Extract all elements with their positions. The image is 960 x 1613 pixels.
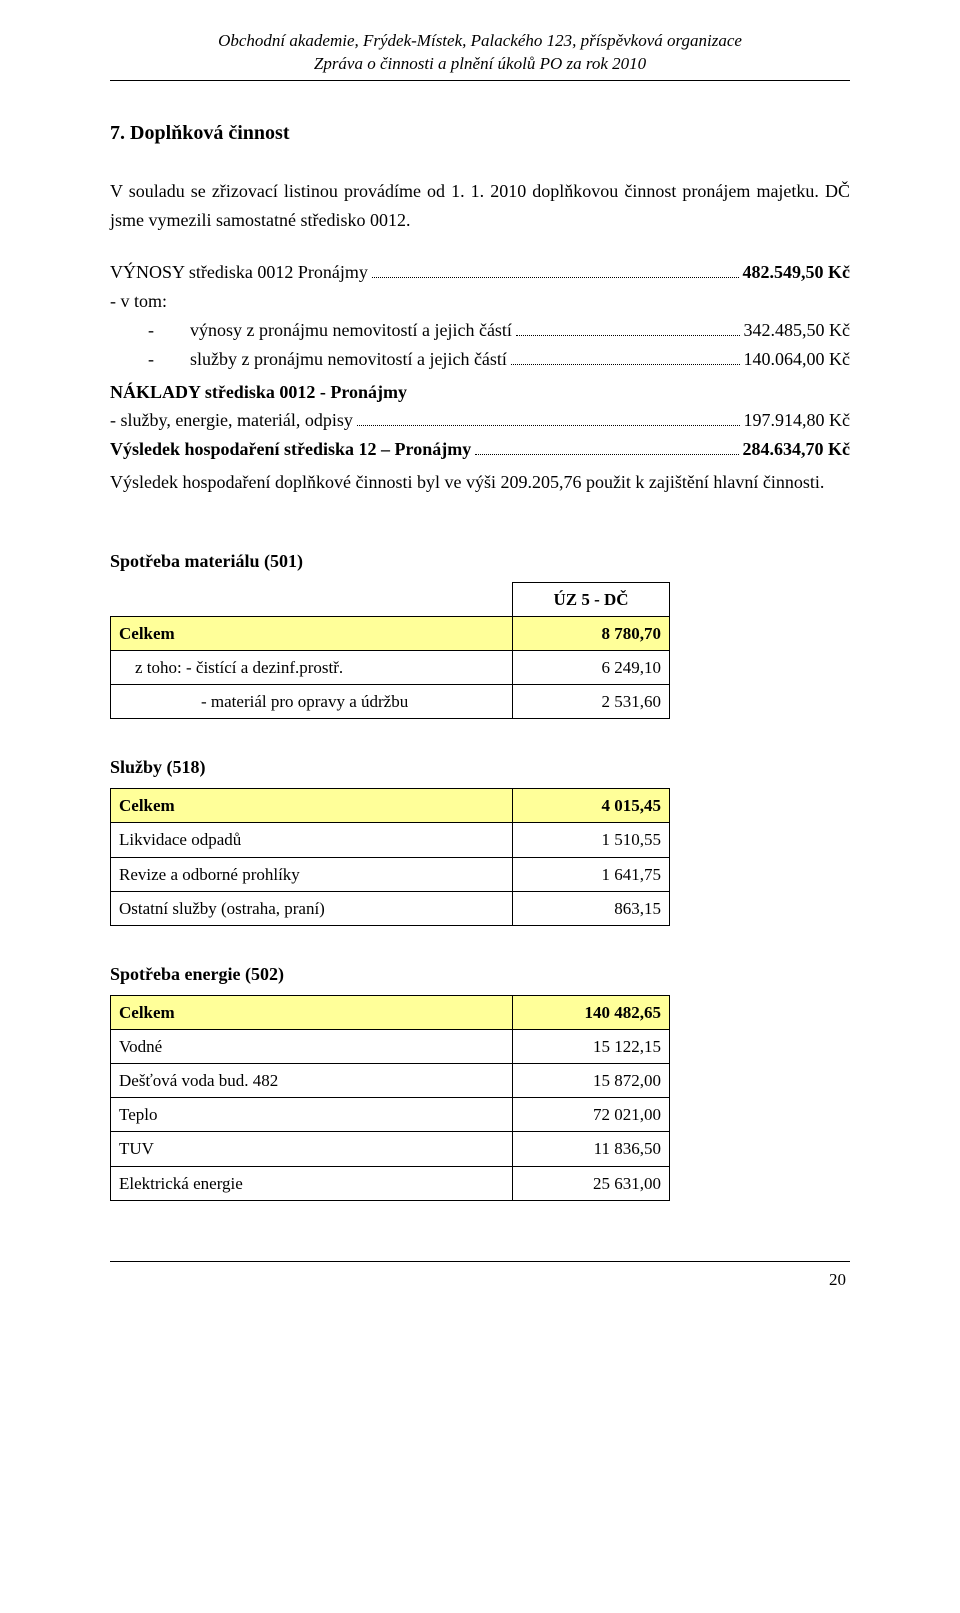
row-value: 6 249,10 (513, 651, 670, 685)
table-row: Revize a odborné prohlíky1 641,75 (111, 857, 670, 891)
row-label: Ostatní služby (ostraha, praní) (111, 891, 513, 925)
vysledek-line: Výsledek hospodaření střediska 12 – Pron… (110, 435, 850, 464)
dot-leader (511, 348, 740, 365)
table3-title: Spotřeba energie (502) (110, 960, 850, 989)
table-row: Teplo72 021,00 (111, 1098, 670, 1132)
vysledek-value: 284.634,70 Kč (743, 435, 851, 464)
row-value: 11 836,50 (513, 1132, 670, 1166)
table-row: Likvidace odpadů1 510,55 (111, 823, 670, 857)
table-sluzby: Celkem4 015,45Likvidace odpadů1 510,55Re… (110, 788, 670, 926)
section-title: 7. Doplňková činnost (110, 117, 850, 149)
row2-label: -služby z pronájmu nemovitostí a jejich … (148, 345, 507, 374)
row-label: z toho: - čistící a dezinf.prostř. (111, 651, 513, 685)
row-value: 15 122,15 (513, 1029, 670, 1063)
vynosy-line: VÝNOSY střediska 0012 Pronájmy 482.549,5… (110, 258, 850, 287)
row3-value: 197.914,80 Kč (744, 406, 851, 435)
table-row: Celkem4 015,45 (111, 789, 670, 823)
document-page: Obchodní akademie, Frýdek-Místek, Palack… (0, 0, 960, 1333)
vysledek-label: Výsledek hospodaření střediska 12 – Pron… (110, 435, 471, 464)
table-row: Celkem8 780,70 (111, 616, 670, 650)
header-divider (110, 80, 850, 81)
row-value: 1 641,75 (513, 857, 670, 891)
row-value: 1 510,55 (513, 823, 670, 857)
footer-divider (110, 1261, 850, 1262)
table-row: TUV11 836,50 (111, 1132, 670, 1166)
dot-leader (516, 319, 740, 336)
row-label: Celkem (111, 789, 513, 823)
row-label: Teplo (111, 1098, 513, 1132)
page-header: Obchodní akademie, Frýdek-Místek, Palack… (110, 30, 850, 76)
table-row: Vodné15 122,15 (111, 1029, 670, 1063)
row-label: Revize a odborné prohlíky (111, 857, 513, 891)
row-value: 140 482,65 (513, 995, 670, 1029)
table-row: Celkem140 482,65 (111, 995, 670, 1029)
row-label: - materiál pro opravy a údržbu (111, 685, 513, 719)
row-label: Elektrická energie (111, 1166, 513, 1200)
intro-paragraph: V souladu se zřizovací listinou provádím… (110, 177, 850, 235)
row1-value: 342.485,50 Kč (744, 316, 851, 345)
header-line-1: Obchodní akademie, Frýdek-Místek, Palack… (110, 30, 850, 53)
table2-title: Služby (518) (110, 753, 850, 782)
table-row: z toho: - čistící a dezinf.prostř.6 249,… (111, 651, 670, 685)
table-spotreba-materialu: ÚZ 5 - DČ Celkem8 780,70z toho: - čistíc… (110, 582, 670, 720)
vynosy-row-1: -výnosy z pronájmu nemovitostí a jejich … (110, 316, 850, 345)
row-label: Dešťová voda bud. 482 (111, 1064, 513, 1098)
row2-value: 140.064,00 Kč (744, 345, 851, 374)
row-value: 2 531,60 (513, 685, 670, 719)
closing-paragraph: Výsledek hospodaření doplňkové činnosti … (110, 468, 850, 497)
row-value: 863,15 (513, 891, 670, 925)
row-label: TUV (111, 1132, 513, 1166)
page-number: 20 (110, 1266, 850, 1293)
table-row: Elektrická energie25 631,00 (111, 1166, 670, 1200)
row-label: Celkem (111, 616, 513, 650)
row-label: Celkem (111, 995, 513, 1029)
row3-label: - služby, energie, materiál, odpisy (110, 406, 353, 435)
v-tom-label: - v tom: (110, 287, 850, 316)
table-row: Dešťová voda bud. 48215 872,00 (111, 1064, 670, 1098)
row-value: 15 872,00 (513, 1064, 670, 1098)
dot-leader (475, 438, 738, 455)
vynosy-label: VÝNOSY střediska 0012 Pronájmy (110, 258, 368, 287)
row1-label: -výnosy z pronájmu nemovitostí a jejich … (148, 316, 512, 345)
empty-cell (111, 582, 513, 616)
dot-leader (372, 261, 739, 278)
row-value: 25 631,00 (513, 1166, 670, 1200)
table1-title: Spotřeba materiálu (501) (110, 547, 850, 576)
vynosy-value: 482.549,50 Kč (743, 258, 851, 287)
row-value: 8 780,70 (513, 616, 670, 650)
naklady-row: - služby, energie, materiál, odpisy 197.… (110, 406, 850, 435)
table1-col-header: ÚZ 5 - DČ (513, 582, 670, 616)
table1-header-row: ÚZ 5 - DČ (111, 582, 670, 616)
row-value: 72 021,00 (513, 1098, 670, 1132)
row-value: 4 015,45 (513, 789, 670, 823)
table-row: Ostatní služby (ostraha, praní)863,15 (111, 891, 670, 925)
row-label: Vodné (111, 1029, 513, 1063)
naklady-label: NÁKLADY střediska 0012 - Pronájmy (110, 378, 850, 407)
spacer (110, 240, 850, 258)
vynosy-row-2: -služby z pronájmu nemovitostí a jejich … (110, 345, 850, 374)
table-spotreba-energie: Celkem140 482,65Vodné15 122,15Dešťová vo… (110, 995, 670, 1201)
dot-leader (357, 409, 740, 426)
header-line-2: Zpráva o činnosti a plnění úkolů PO za r… (110, 53, 850, 76)
table-row: - materiál pro opravy a údržbu2 531,60 (111, 685, 670, 719)
row-label: Likvidace odpadů (111, 823, 513, 857)
